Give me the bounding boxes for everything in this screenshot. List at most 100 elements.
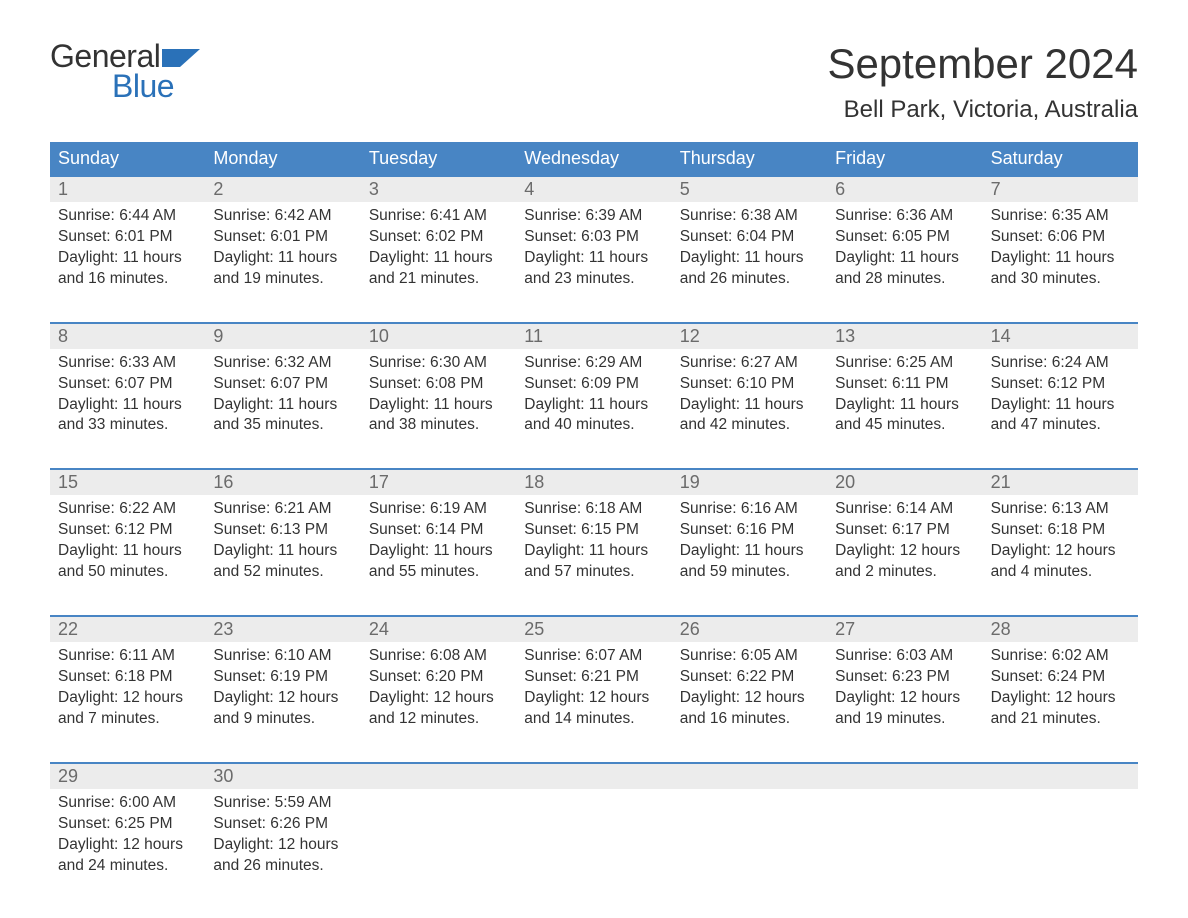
daylight-label: Daylight: bbox=[835, 689, 895, 706]
sunset-value: 6:06 PM bbox=[1047, 228, 1105, 245]
daylight-label: Daylight: bbox=[58, 249, 118, 266]
daylight-line: Daylight: 12 hours and 19 minutes. bbox=[835, 688, 974, 730]
sunset-line: Sunset: 6:10 PM bbox=[680, 374, 819, 395]
day-number: 13 bbox=[827, 324, 982, 349]
sunset-line: Sunset: 6:14 PM bbox=[369, 520, 508, 541]
sunrise-line: Sunrise: 6:42 AM bbox=[213, 206, 352, 227]
sunrise-line: Sunrise: 6:13 AM bbox=[991, 499, 1130, 520]
sunset-line: Sunset: 6:15 PM bbox=[524, 520, 663, 541]
sunset-line: Sunset: 6:11 PM bbox=[835, 374, 974, 395]
week-row: 15161718192021Sunrise: 6:22 AMSunset: 6:… bbox=[50, 468, 1138, 591]
sunset-value: 6:26 PM bbox=[270, 815, 328, 832]
day-number: 26 bbox=[672, 617, 827, 642]
sunrise-line: Sunrise: 6:25 AM bbox=[835, 353, 974, 374]
sunrise-line: Sunrise: 6:07 AM bbox=[524, 646, 663, 667]
day-cell: Sunrise: 6:27 AMSunset: 6:10 PMDaylight:… bbox=[672, 349, 827, 445]
daylight-line: Daylight: 11 hours and 40 minutes. bbox=[524, 395, 663, 437]
sunrise-value: 6:21 AM bbox=[275, 500, 332, 517]
day-number: 20 bbox=[827, 470, 982, 495]
daylight-line: Daylight: 11 hours and 28 minutes. bbox=[835, 248, 974, 290]
day-cell: Sunrise: 6:16 AMSunset: 6:16 PMDaylight:… bbox=[672, 495, 827, 591]
sunset-value: 6:12 PM bbox=[115, 521, 173, 538]
sunset-value: 6:01 PM bbox=[115, 228, 173, 245]
day-cell: Sunrise: 6:08 AMSunset: 6:20 PMDaylight:… bbox=[361, 642, 516, 738]
sunset-label: Sunset: bbox=[524, 375, 577, 392]
daynum-row: 22232425262728 bbox=[50, 617, 1138, 642]
daylight-line: Daylight: 11 hours and 50 minutes. bbox=[58, 541, 197, 583]
logo-text-blue: Blue bbox=[112, 70, 204, 102]
day-header: Thursday bbox=[672, 142, 827, 175]
sunset-value: 6:18 PM bbox=[115, 668, 173, 685]
sunrise-line: Sunrise: 6:18 AM bbox=[524, 499, 663, 520]
sunrise-value: 6:36 AM bbox=[896, 207, 953, 224]
day-cell: Sunrise: 6:19 AMSunset: 6:14 PMDaylight:… bbox=[361, 495, 516, 591]
daylight-label: Daylight: bbox=[369, 396, 429, 413]
weeks-container: 1234567Sunrise: 6:44 AMSunset: 6:01 PMDa… bbox=[50, 175, 1138, 884]
day-cell: Sunrise: 6:36 AMSunset: 6:05 PMDaylight:… bbox=[827, 202, 982, 298]
day-cell: Sunrise: 6:24 AMSunset: 6:12 PMDaylight:… bbox=[983, 349, 1138, 445]
sunrise-line: Sunrise: 6:39 AM bbox=[524, 206, 663, 227]
day-number: 28 bbox=[983, 617, 1138, 642]
daylight-label: Daylight: bbox=[369, 542, 429, 559]
sunset-label: Sunset: bbox=[680, 375, 733, 392]
daylight-line: Daylight: 12 hours and 7 minutes. bbox=[58, 688, 197, 730]
sunrise-value: 6:10 AM bbox=[275, 647, 332, 664]
sunset-label: Sunset: bbox=[58, 375, 111, 392]
sunset-label: Sunset: bbox=[213, 375, 266, 392]
sunrise-value: 6:32 AM bbox=[275, 354, 332, 371]
sunset-line: Sunset: 6:09 PM bbox=[524, 374, 663, 395]
sunset-line: Sunset: 6:16 PM bbox=[680, 520, 819, 541]
day-cell: Sunrise: 6:00 AMSunset: 6:25 PMDaylight:… bbox=[50, 789, 205, 885]
daylight-line: Daylight: 11 hours and 33 minutes. bbox=[58, 395, 197, 437]
day-header: Tuesday bbox=[361, 142, 516, 175]
daylight-line: Daylight: 12 hours and 4 minutes. bbox=[991, 541, 1130, 583]
sunset-label: Sunset: bbox=[58, 668, 111, 685]
day-number: 8 bbox=[50, 324, 205, 349]
sunrise-line: Sunrise: 6:35 AM bbox=[991, 206, 1130, 227]
day-cell bbox=[672, 789, 827, 885]
sunset-line: Sunset: 6:04 PM bbox=[680, 227, 819, 248]
sunset-label: Sunset: bbox=[369, 521, 422, 538]
sunrise-label: Sunrise: bbox=[58, 207, 115, 224]
sunset-line: Sunset: 6:25 PM bbox=[58, 814, 197, 835]
sunset-label: Sunset: bbox=[991, 521, 1044, 538]
day-number: 9 bbox=[205, 324, 360, 349]
daylight-line: Daylight: 11 hours and 26 minutes. bbox=[680, 248, 819, 290]
daylight-label: Daylight: bbox=[835, 396, 895, 413]
sunset-value: 6:13 PM bbox=[270, 521, 328, 538]
sunrise-value: 6:38 AM bbox=[741, 207, 798, 224]
day-cell: Sunrise: 6:32 AMSunset: 6:07 PMDaylight:… bbox=[205, 349, 360, 445]
sunrise-line: Sunrise: 6:19 AM bbox=[369, 499, 508, 520]
sunrise-line: Sunrise: 6:03 AM bbox=[835, 646, 974, 667]
sunset-line: Sunset: 6:17 PM bbox=[835, 520, 974, 541]
sunset-value: 6:03 PM bbox=[581, 228, 639, 245]
sunset-value: 6:14 PM bbox=[426, 521, 484, 538]
sunset-value: 6:04 PM bbox=[737, 228, 795, 245]
sunset-line: Sunset: 6:26 PM bbox=[213, 814, 352, 835]
sunset-value: 6:07 PM bbox=[115, 375, 173, 392]
sunrise-label: Sunrise: bbox=[58, 794, 115, 811]
sunrise-value: 6:11 AM bbox=[119, 647, 175, 664]
location: Bell Park, Victoria, Australia bbox=[827, 96, 1138, 124]
day-header: Monday bbox=[205, 142, 360, 175]
sunset-value: 6:05 PM bbox=[892, 228, 950, 245]
sunrise-line: Sunrise: 5:59 AM bbox=[213, 793, 352, 814]
sunset-line: Sunset: 6:23 PM bbox=[835, 667, 974, 688]
daylight-line: Daylight: 12 hours and 12 minutes. bbox=[369, 688, 508, 730]
day-number: 19 bbox=[672, 470, 827, 495]
sunrise-line: Sunrise: 6:24 AM bbox=[991, 353, 1130, 374]
day-cell: Sunrise: 6:10 AMSunset: 6:19 PMDaylight:… bbox=[205, 642, 360, 738]
sunrise-value: 6:39 AM bbox=[585, 207, 642, 224]
sunset-line: Sunset: 6:18 PM bbox=[58, 667, 197, 688]
sunset-line: Sunset: 6:13 PM bbox=[213, 520, 352, 541]
daylight-label: Daylight: bbox=[991, 542, 1051, 559]
sunset-line: Sunset: 6:18 PM bbox=[991, 520, 1130, 541]
sunset-line: Sunset: 6:19 PM bbox=[213, 667, 352, 688]
sunrise-value: 6:35 AM bbox=[1052, 207, 1109, 224]
sunrise-label: Sunrise: bbox=[835, 647, 892, 664]
sunset-label: Sunset: bbox=[213, 815, 266, 832]
sunset-label: Sunset: bbox=[991, 228, 1044, 245]
sunset-line: Sunset: 6:07 PM bbox=[58, 374, 197, 395]
sunset-label: Sunset: bbox=[835, 521, 888, 538]
daylight-line: Daylight: 12 hours and 2 minutes. bbox=[835, 541, 974, 583]
